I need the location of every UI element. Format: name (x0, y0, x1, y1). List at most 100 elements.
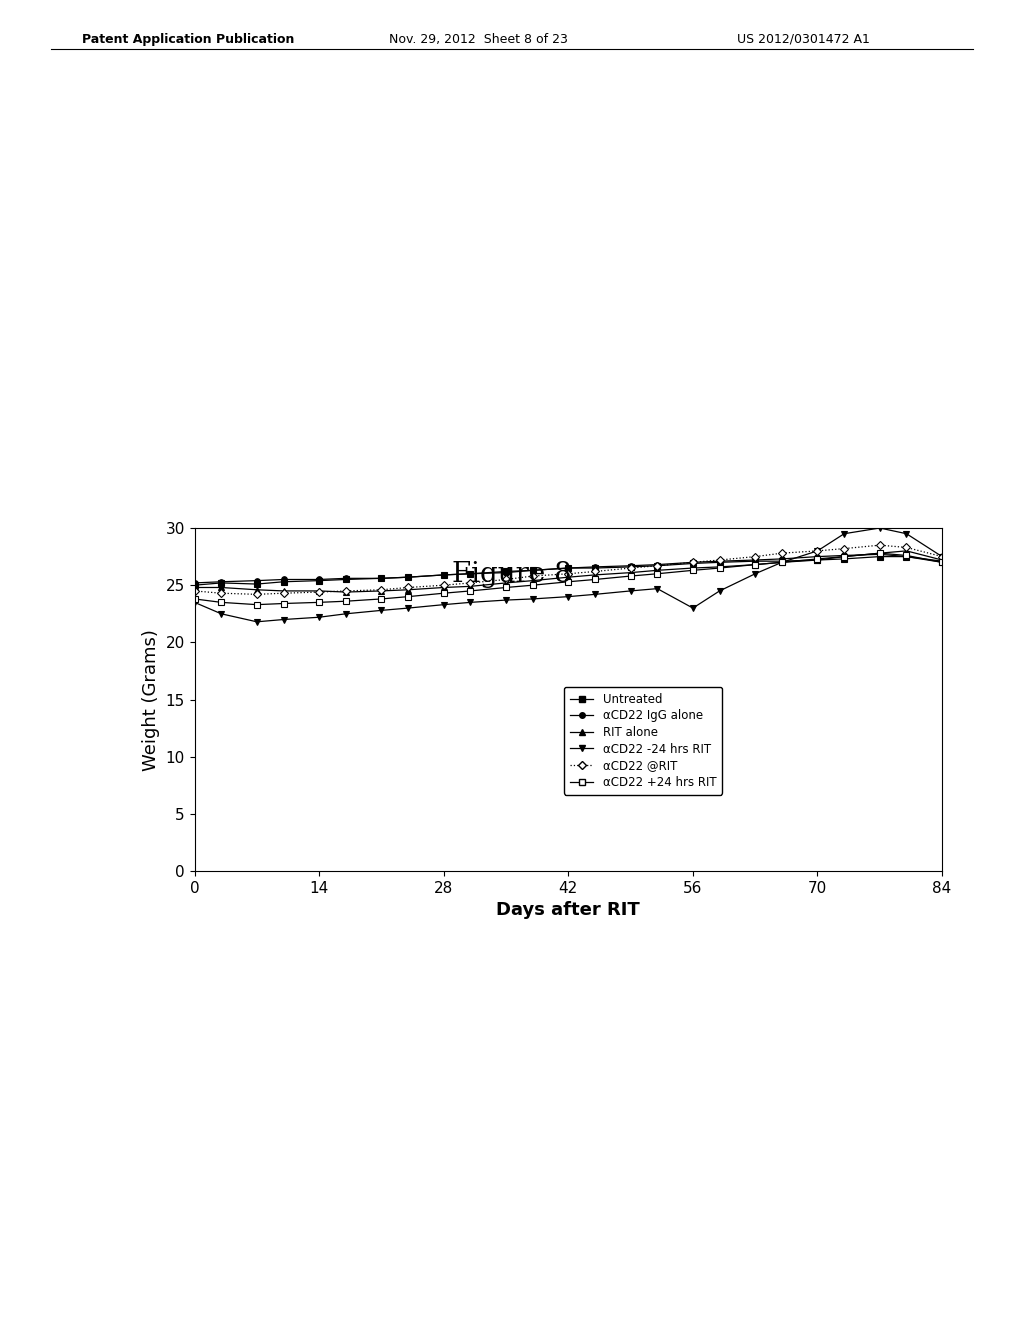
Untreated (500, 564, 512, 579)
aCD22 +24 hrs RIT (313, 594, 326, 610)
aCD22 +24 hrs RIT (651, 566, 664, 582)
RIT alone (838, 549, 850, 565)
aCD22 -24 hrs RIT (464, 594, 476, 610)
aCD22 IgG alone (437, 568, 450, 583)
aCD22 @RIT (687, 554, 699, 570)
RIT alone (589, 568, 601, 583)
aCD22 +24 hrs RIT (936, 554, 948, 570)
aCD22 +24 hrs RIT (340, 593, 352, 609)
Untreated (589, 560, 601, 576)
Untreated (625, 558, 637, 574)
aCD22 IgG alone (562, 560, 574, 576)
aCD22 @RIT (873, 537, 886, 553)
Untreated (776, 553, 788, 569)
aCD22 -24 hrs RIT (873, 520, 886, 536)
aCD22 -24 hrs RIT (188, 594, 201, 610)
aCD22 IgG alone (776, 550, 788, 566)
aCD22 @RIT (526, 568, 539, 583)
aCD22 @RIT (811, 543, 823, 558)
RIT alone (313, 583, 326, 599)
aCD22 IgG alone (651, 557, 664, 573)
aCD22 +24 hrs RIT (251, 597, 263, 612)
Y-axis label: Weight (Grams): Weight (Grams) (142, 628, 160, 771)
aCD22 -24 hrs RIT (750, 566, 762, 582)
Text: Patent Application Publication: Patent Application Publication (82, 33, 294, 46)
aCD22 +24 hrs RIT (776, 554, 788, 570)
aCD22 +24 hrs RIT (402, 589, 415, 605)
Line: aCD22 IgG alone: aCD22 IgG alone (191, 552, 945, 586)
RIT alone (936, 552, 948, 568)
aCD22 -24 hrs RIT (714, 583, 726, 599)
Untreated (936, 554, 948, 570)
aCD22 -24 hrs RIT (625, 583, 637, 599)
RIT alone (687, 560, 699, 576)
aCD22 @RIT (278, 585, 290, 601)
aCD22 -24 hrs RIT (251, 614, 263, 630)
Untreated (464, 566, 476, 582)
aCD22 -24 hrs RIT (437, 597, 450, 612)
aCD22 +24 hrs RIT (278, 595, 290, 611)
aCD22 @RIT (188, 583, 201, 599)
aCD22 -24 hrs RIT (375, 602, 387, 618)
aCD22 @RIT (900, 540, 912, 556)
aCD22 +24 hrs RIT (526, 577, 539, 593)
aCD22 IgG alone (900, 549, 912, 565)
aCD22 -24 hrs RIT (340, 606, 352, 622)
aCD22 IgG alone (188, 576, 201, 591)
aCD22 @RIT (625, 560, 637, 576)
RIT alone (464, 578, 476, 594)
aCD22 IgG alone (313, 572, 326, 587)
aCD22 IgG alone (873, 546, 886, 562)
aCD22 +24 hrs RIT (464, 583, 476, 599)
aCD22 IgG alone (464, 566, 476, 582)
RIT alone (188, 579, 201, 595)
aCD22 @RIT (776, 545, 788, 561)
Legend: Untreated, αCD22 IgG alone, RIT alone, αCD22 -24 hrs RIT, αCD22 @RIT, αCD22 +24 : Untreated, αCD22 IgG alone, RIT alone, α… (564, 686, 722, 795)
aCD22 -24 hrs RIT (589, 586, 601, 602)
aCD22 +24 hrs RIT (714, 560, 726, 576)
aCD22 IgG alone (526, 562, 539, 578)
aCD22 IgG alone (278, 572, 290, 587)
RIT alone (437, 579, 450, 595)
Untreated (750, 553, 762, 569)
aCD22 IgG alone (750, 552, 762, 568)
aCD22 -24 hrs RIT (215, 606, 227, 622)
RIT alone (900, 543, 912, 558)
aCD22 +24 hrs RIT (215, 594, 227, 610)
RIT alone (651, 562, 664, 578)
RIT alone (625, 565, 637, 581)
Untreated (562, 560, 574, 576)
aCD22 +24 hrs RIT (750, 557, 762, 573)
aCD22 +24 hrs RIT (562, 574, 574, 590)
aCD22 +24 hrs RIT (500, 579, 512, 595)
aCD22 @RIT (402, 579, 415, 595)
Untreated (714, 554, 726, 570)
RIT alone (402, 582, 415, 598)
aCD22 +24 hrs RIT (838, 549, 850, 565)
Untreated (402, 569, 415, 585)
aCD22 -24 hrs RIT (900, 525, 912, 541)
aCD22 @RIT (437, 577, 450, 593)
Line: aCD22 -24 hrs RIT: aCD22 -24 hrs RIT (191, 525, 945, 624)
aCD22 IgG alone (402, 569, 415, 585)
aCD22 @RIT (500, 572, 512, 587)
aCD22 IgG alone (251, 573, 263, 589)
aCD22 -24 hrs RIT (776, 554, 788, 570)
aCD22 @RIT (651, 558, 664, 574)
Untreated (526, 562, 539, 578)
aCD22 +24 hrs RIT (437, 585, 450, 601)
aCD22 +24 hrs RIT (375, 591, 387, 607)
Line: aCD22 @RIT: aCD22 @RIT (191, 543, 945, 597)
Untreated (340, 572, 352, 587)
RIT alone (776, 554, 788, 570)
RIT alone (873, 545, 886, 561)
RIT alone (278, 583, 290, 599)
aCD22 IgG alone (625, 558, 637, 574)
aCD22 IgG alone (375, 570, 387, 586)
Untreated (900, 549, 912, 565)
aCD22 -24 hrs RIT (687, 601, 699, 616)
aCD22 -24 hrs RIT (313, 610, 326, 626)
aCD22 @RIT (375, 582, 387, 598)
aCD22 @RIT (562, 566, 574, 582)
aCD22 IgG alone (340, 570, 352, 586)
